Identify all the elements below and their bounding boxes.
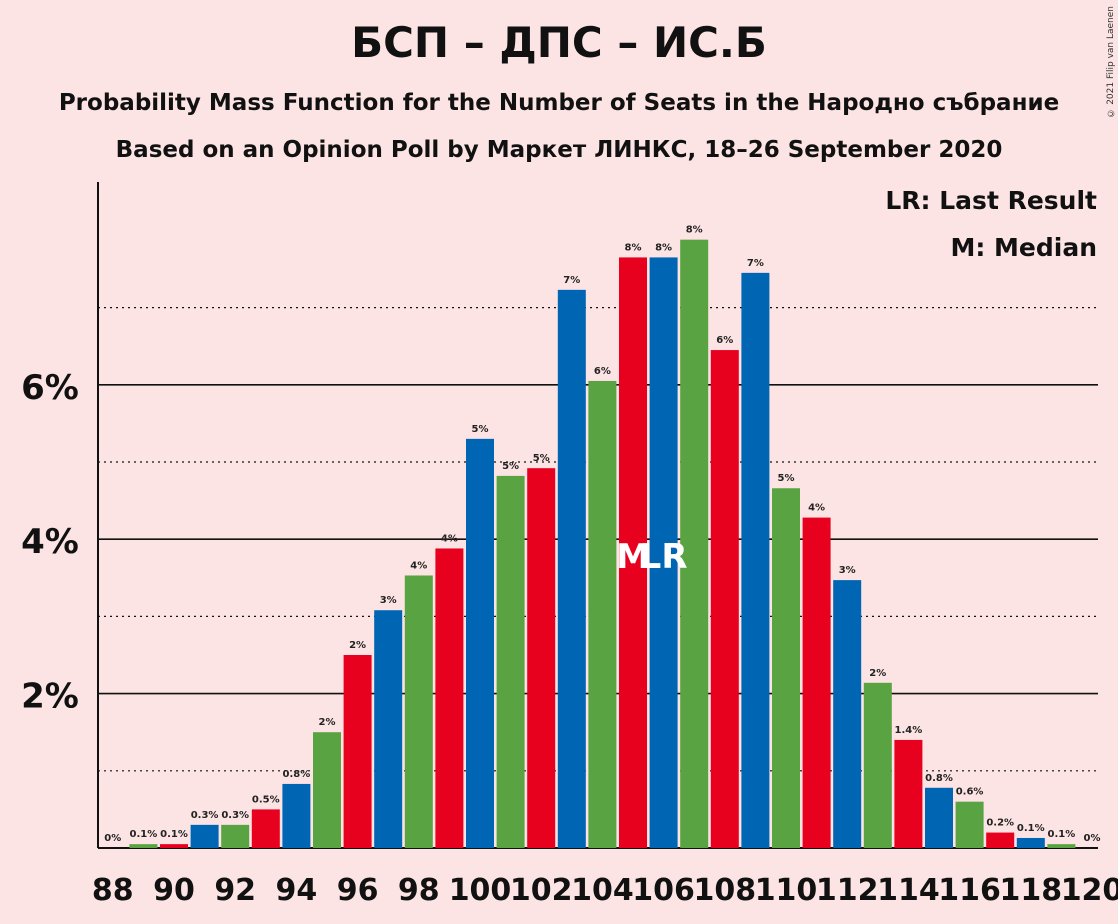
data-label: 8% bbox=[655, 242, 672, 253]
bar-seat-107 bbox=[680, 239, 709, 848]
bar-seat-90 bbox=[160, 844, 188, 848]
bar-seat-115 bbox=[925, 787, 953, 848]
chart-subtitle-source: Based on an Opinion Poll by Маркет ЛИНКС… bbox=[115, 137, 1003, 163]
bar-seat-103 bbox=[557, 289, 586, 848]
data-label: 0.1% bbox=[130, 829, 158, 840]
data-label: 7% bbox=[563, 275, 580, 286]
data-label: 8% bbox=[686, 225, 703, 236]
x-tick-label: 88 bbox=[92, 873, 134, 908]
last-result-marker: LR bbox=[640, 537, 688, 577]
bar-seat-114 bbox=[894, 739, 923, 848]
data-label: 2% bbox=[869, 668, 886, 679]
data-label: 0.2% bbox=[986, 818, 1014, 829]
x-tick-label: 110 bbox=[755, 873, 818, 908]
bar-seat-113 bbox=[863, 682, 892, 848]
data-label: 1.4% bbox=[895, 725, 923, 736]
x-tick-label: 102 bbox=[510, 873, 573, 908]
data-label: 3% bbox=[839, 565, 856, 576]
x-tick-label: 90 bbox=[153, 873, 195, 908]
x-tick-label: 94 bbox=[276, 873, 318, 908]
bar-seat-109 bbox=[741, 272, 770, 848]
data-label: 4% bbox=[808, 503, 825, 514]
data-label: 5% bbox=[778, 473, 795, 484]
bar-seat-105 bbox=[619, 257, 647, 848]
data-label: 5% bbox=[502, 461, 519, 472]
legend-last-result: LR: Last Result bbox=[885, 186, 1097, 215]
y-tick-label: 6% bbox=[21, 368, 79, 408]
x-tick-label: 116 bbox=[938, 873, 1001, 908]
bar-seat-97 bbox=[374, 610, 403, 848]
data-label: 5% bbox=[472, 424, 489, 435]
bar-seat-95 bbox=[313, 732, 341, 848]
data-label: 8% bbox=[625, 242, 642, 253]
data-label: 0.1% bbox=[1048, 829, 1076, 840]
bar-seat-92 bbox=[221, 824, 250, 848]
data-label: 0.1% bbox=[160, 829, 188, 840]
data-label: 2% bbox=[349, 640, 366, 651]
bar-seat-96 bbox=[343, 655, 372, 848]
data-label: 0% bbox=[1084, 833, 1101, 844]
data-label: 5% bbox=[533, 453, 550, 464]
bar-seat-102 bbox=[527, 468, 556, 848]
data-label: 6% bbox=[716, 335, 733, 346]
bar-seat-112 bbox=[833, 580, 862, 848]
x-tick-label: 100 bbox=[449, 873, 512, 908]
bar-seat-91 bbox=[190, 824, 219, 848]
data-label: 4% bbox=[410, 560, 427, 571]
bar-seat-119 bbox=[1047, 844, 1076, 848]
x-tick-label: 92 bbox=[214, 873, 256, 908]
legend-median: M: Median bbox=[950, 233, 1097, 262]
data-label: 0.3% bbox=[221, 810, 249, 821]
data-label: 0.8% bbox=[925, 773, 953, 784]
bar-seat-99 bbox=[435, 548, 464, 848]
bar-seat-93 bbox=[251, 809, 280, 848]
y-tick-label: 4% bbox=[21, 522, 79, 562]
x-tick-label: 120 bbox=[1061, 873, 1118, 908]
bar-seat-111 bbox=[802, 517, 831, 848]
x-tick-label: 114 bbox=[877, 873, 940, 908]
data-label: 0.8% bbox=[283, 769, 311, 780]
data-label: 2% bbox=[319, 717, 336, 728]
data-label: 0.3% bbox=[191, 810, 219, 821]
bar-seat-101 bbox=[496, 475, 525, 848]
chart-subtitle: Probability Mass Function for the Number… bbox=[58, 90, 1060, 116]
x-tick-label: 98 bbox=[398, 873, 440, 908]
data-label: 6% bbox=[594, 366, 611, 377]
data-label: 0.1% bbox=[1017, 823, 1045, 834]
x-tick-label: 108 bbox=[693, 873, 756, 908]
bar-seat-116 bbox=[955, 801, 984, 848]
data-label: 0.6% bbox=[956, 787, 984, 798]
bar-seat-100 bbox=[466, 438, 494, 848]
bar-seat-118 bbox=[1016, 837, 1045, 848]
bar-seat-104 bbox=[588, 380, 617, 848]
data-label: 3% bbox=[380, 595, 397, 606]
x-tick-label: 106 bbox=[632, 873, 695, 908]
data-label: 4% bbox=[441, 533, 458, 544]
x-tick-label: 112 bbox=[816, 873, 879, 908]
x-tick-label: 96 bbox=[337, 873, 379, 908]
bar-seat-98 bbox=[404, 575, 433, 848]
x-tick-label: 104 bbox=[571, 873, 634, 908]
bar-seat-110 bbox=[772, 488, 800, 848]
y-tick-label: 2% bbox=[21, 677, 79, 717]
data-label: 0.5% bbox=[252, 794, 280, 805]
bar-seat-106 bbox=[649, 257, 678, 848]
data-label: 0% bbox=[104, 833, 121, 844]
bar-seat-94 bbox=[282, 783, 311, 848]
median-marker: M bbox=[616, 537, 650, 577]
chart-title: БСП – ДПС – ИС.Б bbox=[351, 18, 767, 67]
bar-seat-108 bbox=[710, 350, 739, 848]
data-label: 7% bbox=[747, 258, 764, 269]
bar-seat-117 bbox=[986, 832, 1015, 848]
x-tick-label: 118 bbox=[999, 873, 1062, 908]
bar-seat-89 bbox=[129, 844, 158, 848]
